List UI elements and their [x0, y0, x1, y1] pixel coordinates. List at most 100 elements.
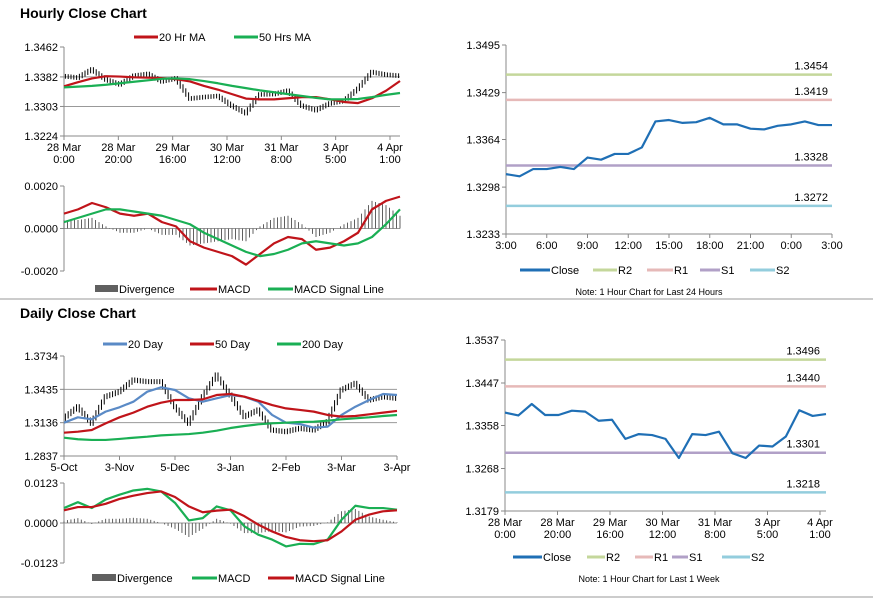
x-tick-label: 5-Oct [51, 462, 78, 474]
x-tick-label: 28 Mar [47, 142, 82, 154]
series-line-20-hr-ma [63, 75, 401, 105]
legend-label: MACD Signal Line [294, 284, 384, 296]
y-tick-label: 0.0000 [24, 518, 58, 530]
legend-label: R1 [674, 265, 688, 277]
x-tick-label: 3 Apr [323, 142, 349, 154]
legend-label: MACD [218, 573, 250, 585]
level-label-r1: 1.3440 [786, 372, 820, 384]
legend-label: 50 Day [215, 339, 250, 351]
x-tick-label: 29 Mar [156, 142, 191, 154]
y-tick-label: 1.3537 [465, 335, 499, 347]
x-tick-label: 3-Jan [217, 462, 245, 474]
x-tick-label: 3-Apr [384, 462, 411, 474]
level-label-s1: 1.3328 [794, 151, 828, 163]
y-tick-label: 1.3136 [24, 418, 58, 430]
x-tick-label: 5:00 [325, 154, 346, 166]
series-line-macd [63, 195, 401, 266]
legend-label: R1 [654, 552, 668, 564]
legend-label: Close [543, 552, 571, 564]
y-tick-label: 1.3358 [465, 421, 499, 433]
series-line-macd-signal-line [63, 208, 401, 258]
series-line-50-day [63, 392, 398, 434]
note-24h: Note: 1 Hour Chart for Last 24 Hours [575, 287, 723, 297]
y-tick-label: 1.3435 [24, 384, 58, 396]
chart-3: 1.2837 1.3136 1.3435 1.3734 5-Oct 3-Nov 5-Dec 3… [24, 339, 410, 474]
x-tick-label: 3-Mar [327, 462, 356, 474]
x-tick-label: 4 Apr [377, 142, 403, 154]
legend-label: Close [551, 265, 579, 277]
x-tick-label: 12:00 [649, 529, 677, 541]
y-tick-label: 1.3303 [24, 101, 58, 113]
y-tick-label: 1.3462 [24, 42, 58, 54]
x-tick-label: 31 Mar [698, 517, 733, 529]
legend-label: 20 Day [128, 339, 163, 351]
legend-swatch [95, 285, 118, 292]
series-line-macd-signal-line [63, 490, 398, 543]
x-tick-label: 9:00 [577, 240, 598, 252]
legend-label: 200 Day [302, 339, 343, 351]
x-tick-label: 0:00 [494, 529, 515, 541]
y-tick-label: 1.3224 [24, 131, 58, 143]
y-tick-label: 1.3447 [465, 378, 499, 390]
legend-label: MACD [218, 284, 250, 296]
legend-label: Divergence [119, 284, 175, 296]
x-tick-label: 20:00 [105, 154, 133, 166]
x-tick-label: 8:00 [271, 154, 292, 166]
y-tick-label: 1.2837 [24, 451, 58, 463]
level-label-s2: 1.3218 [786, 478, 820, 490]
x-tick-label: 16:00 [596, 529, 624, 541]
y-tick-label: 1.3429 [466, 88, 500, 100]
y-tick-label: -0.0123 [21, 558, 58, 570]
x-tick-label: 20:00 [544, 529, 572, 541]
legend-label: MACD Signal Line [295, 573, 385, 585]
x-tick-label: 2-Feb [272, 462, 301, 474]
x-tick-label: 3:00 [495, 240, 516, 252]
x-tick-label: 28 Mar [540, 517, 575, 529]
legend-label: Divergence [117, 573, 173, 585]
x-tick-label: 1:00 [809, 529, 830, 541]
hourly-chart-title: Hourly Close Chart [20, 5, 147, 21]
daily-chart-title: Daily Close Chart [20, 305, 136, 321]
x-tick-label: 3-Nov [105, 462, 135, 474]
y-tick-label: 0.0000 [24, 224, 58, 236]
series-line-close [504, 402, 827, 460]
level-label-s2: 1.3272 [794, 192, 828, 204]
chart-5: 1.3179 1.3268 1.3358 1.3447 1.3537 28 Mar 0:00… [465, 335, 833, 564]
y-tick-label: 1.3364 [466, 135, 500, 147]
chart-4: -0.0123 0.0000 0.0123 Divergence MACD MACD Si… [21, 478, 398, 585]
series-line-macd [63, 487, 398, 548]
chart-1: -0.0020 0.0000 0.0020 Divergence MACD MACD Si… [21, 181, 401, 296]
x-tick-label: 16:00 [159, 154, 187, 166]
x-tick-label: 0:00 [781, 240, 802, 252]
legend-swatch [92, 574, 116, 581]
x-tick-label: 8:00 [704, 529, 725, 541]
legend-label: 20 Hr MA [159, 32, 206, 44]
x-tick-label: 12:00 [213, 154, 241, 166]
legend-label: 50 Hrs MA [259, 32, 312, 44]
level-label-r1: 1.3419 [794, 86, 828, 98]
legend-label: S1 [689, 552, 702, 564]
x-tick-label: 30 Mar [210, 142, 245, 154]
x-tick-label: 31 Mar [264, 142, 299, 154]
y-tick-label: 0.0020 [24, 181, 58, 193]
level-label-r2: 1.3454 [794, 61, 828, 73]
note-week: Note: 1 Hour Chart for Last 1 Week [579, 574, 720, 584]
level-label-s1: 1.3301 [786, 439, 820, 451]
y-tick-label: 1.3734 [24, 351, 58, 363]
x-tick-label: 3:00 [821, 240, 842, 252]
y-tick-label: 1.3179 [465, 506, 499, 518]
x-tick-label: 6:00 [536, 240, 557, 252]
x-tick-label: 5:00 [757, 529, 778, 541]
x-tick-label: 30 Mar [645, 517, 680, 529]
y-tick-label: 1.3233 [466, 229, 500, 241]
y-tick-label: 1.3298 [466, 182, 500, 194]
x-tick-label: 28 Mar [101, 142, 136, 154]
x-tick-label: 18:00 [696, 240, 724, 252]
y-tick-label: 1.3268 [465, 463, 499, 475]
y-tick-label: -0.0020 [21, 266, 58, 278]
x-tick-label: 12:00 [614, 240, 642, 252]
x-tick-label: 4 Apr [807, 517, 833, 529]
legend-label: S1 [721, 265, 734, 277]
